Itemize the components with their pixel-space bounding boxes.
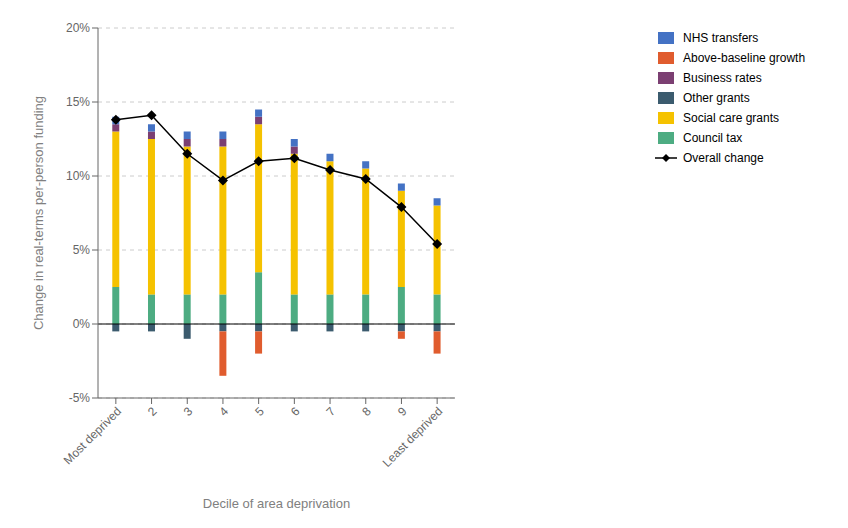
svg-text:3: 3	[181, 404, 196, 419]
html-text:Above-baseline growth: Above-baseline growth	[683, 51, 806, 65]
html-text:Overall change: Overall change	[683, 151, 764, 165]
svg-text:8: 8	[359, 404, 374, 419]
html-text:NHS transfers: NHS transfers	[683, 31, 759, 45]
svg-text:20%: 20%	[66, 21, 90, 35]
svg-text:Decile of area deprivation: Decile of area deprivation	[203, 496, 350, 511]
svg-text:5%: 5%	[73, 243, 91, 257]
html-text:Council tax: Council tax	[683, 131, 743, 145]
svg-text:6: 6	[288, 404, 303, 419]
svg-text:Most deprived: Most deprived	[61, 404, 124, 467]
svg-text:5: 5	[252, 404, 267, 419]
svg-text:Least deprived: Least deprived	[380, 404, 446, 470]
svg-text:9: 9	[395, 404, 410, 419]
svg-text:4: 4	[216, 404, 231, 419]
html-text:Social care grants: Social care grants	[683, 111, 779, 125]
svg-text:2: 2	[145, 404, 160, 419]
svg-text:10%: 10%	[66, 169, 90, 183]
svg-text:7: 7	[324, 404, 339, 419]
svg-text:15%: 15%	[66, 95, 90, 109]
html-text:Other grants: Other grants	[683, 91, 750, 105]
svg-text:Change in real-terms per-perso: Change in real-terms per-person funding	[31, 96, 46, 330]
svg-text:0%: 0%	[73, 317, 91, 331]
svg-text:-5%: -5%	[69, 391, 91, 405]
html-text:Business rates: Business rates	[683, 71, 762, 85]
